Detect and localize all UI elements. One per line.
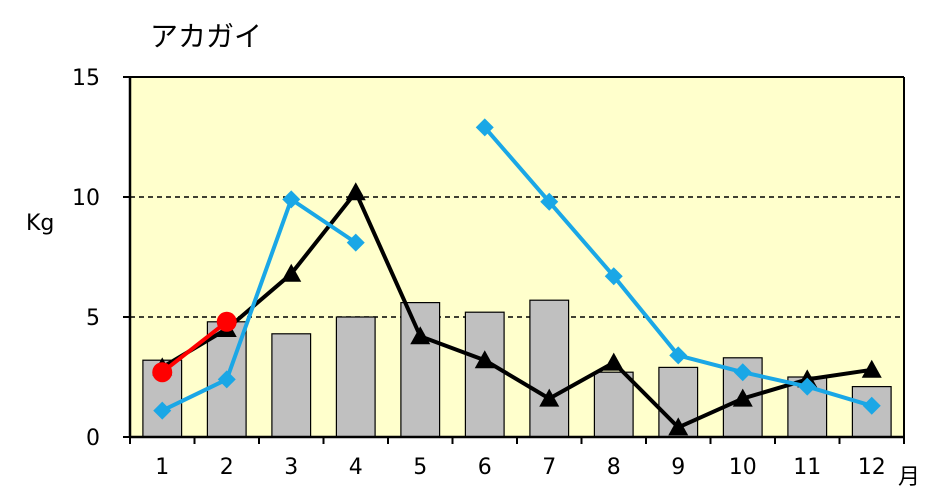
- y-tick-label: 15: [72, 66, 100, 91]
- point-diamond-10: [733, 363, 752, 382]
- x-tick-label: 9: [671, 455, 685, 480]
- point-triangle-8: [603, 352, 624, 371]
- x-tick-label: 1: [155, 455, 169, 480]
- bar-5: [400, 302, 441, 438]
- series-line: [161, 197, 357, 413]
- y-tick-label: 5: [86, 306, 100, 331]
- plot-area: [130, 77, 904, 437]
- bar-3: [271, 333, 312, 438]
- point-diamond-3: [282, 190, 301, 209]
- point-triangle-3: [281, 263, 302, 282]
- bar-7: [529, 299, 570, 438]
- gridlines: [130, 196, 904, 318]
- x-tick-label: 2: [220, 455, 234, 480]
- point-diamond-8: [604, 267, 623, 286]
- y-tick-label: 10: [72, 186, 100, 211]
- x-tick-label: 12: [858, 455, 886, 480]
- point-diamond-4: [346, 233, 365, 252]
- point-diamond-11: [798, 377, 817, 396]
- y-tick-label: 0: [86, 426, 100, 451]
- x-tick-label: 7: [542, 455, 556, 480]
- series-line: [161, 190, 873, 430]
- x-tick-label: 3: [284, 455, 298, 480]
- bar-6: [464, 311, 505, 438]
- chart-title: アカガイ: [150, 20, 262, 53]
- x-tick-label: 5: [413, 455, 427, 480]
- x-axis-label: 月: [898, 465, 920, 490]
- point-diamond-9: [669, 346, 688, 365]
- line-series: [152, 118, 882, 436]
- y-tick-labels: 0 5 10 15: [72, 66, 100, 451]
- point-circle-2: [216, 311, 237, 332]
- x-tick-label: 6: [478, 455, 492, 480]
- axes: [123, 76, 905, 444]
- point-triangle-7: [539, 388, 560, 407]
- point-triangle-6: [474, 350, 495, 369]
- x-tick-labels: 1 2 3 4 5 6 7 8 9 10 11 12: [155, 455, 886, 480]
- series-line: [161, 320, 228, 374]
- point-circle-1: [152, 362, 173, 383]
- point-triangle-12: [861, 359, 882, 378]
- series-diamond: [153, 118, 881, 420]
- y-axis-label: Kg: [26, 211, 54, 236]
- point-triangle-10: [732, 388, 753, 407]
- bar-4: [335, 316, 376, 438]
- series-circle: [152, 311, 237, 383]
- point-diamond-7: [540, 192, 559, 211]
- x-tick-label: 10: [729, 455, 757, 480]
- x-tick-label: 4: [349, 455, 363, 480]
- point-triangle-5: [410, 326, 431, 345]
- x-tick-label: 8: [607, 455, 621, 480]
- bar-8: [593, 371, 634, 438]
- point-diamond-2: [217, 370, 236, 389]
- x-tick-label: 11: [793, 455, 821, 480]
- bar-series: [142, 299, 892, 438]
- point-triangle-9: [668, 417, 689, 436]
- point-diamond-1: [153, 401, 172, 420]
- point-diamond-6: [475, 118, 494, 137]
- point-triangle-4: [345, 182, 366, 201]
- point-diamond-12: [862, 396, 881, 415]
